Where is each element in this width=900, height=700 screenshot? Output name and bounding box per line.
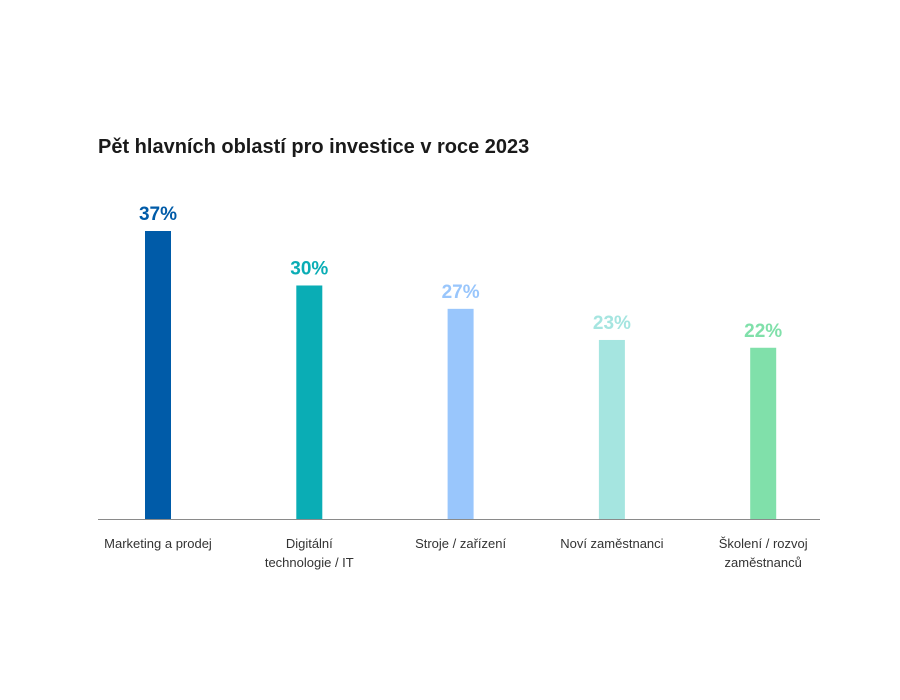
category-label-line: Noví zaměstnanci — [560, 536, 664, 551]
value-label: 23% — [593, 313, 631, 334]
category-label: Marketing a prodej — [83, 534, 233, 553]
category-label-line: zaměstnanců — [724, 555, 802, 570]
category-label: Digitální technologie / IT — [234, 534, 384, 572]
bar-2 — [296, 285, 323, 519]
bar-4 — [598, 339, 625, 519]
chart-title: Pět hlavních oblastí pro investice v roc… — [98, 136, 530, 158]
category-label-line: technologie / IT — [264, 555, 354, 570]
category-label: Noví zaměstnanci — [537, 534, 687, 553]
category-label-line: Digitální — [285, 536, 333, 551]
category-label: Školení / rozvoj zaměstnanců — [688, 534, 838, 572]
category-label-line: Marketing a prodej — [104, 536, 212, 551]
bar-3 — [447, 308, 474, 519]
value-label: 30% — [290, 258, 328, 279]
category-label: Stroje / zařízení — [386, 534, 536, 553]
category-label-line: Školení / rozvoj — [718, 536, 808, 551]
bar-1 — [145, 231, 171, 519]
value-label: 37% — [139, 204, 177, 225]
category-label-line: Stroje / zařízení — [415, 536, 507, 551]
value-label: 27% — [442, 282, 480, 303]
value-label: 22% — [744, 321, 782, 342]
bar-5 — [750, 347, 777, 519]
